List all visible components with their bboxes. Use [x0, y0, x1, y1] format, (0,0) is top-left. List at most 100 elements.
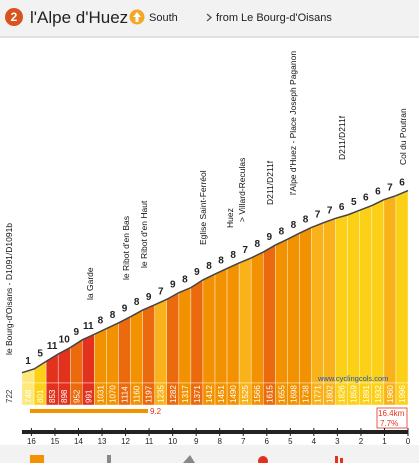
toolbar-icon[interactable]: [183, 455, 195, 463]
profile-segment: [275, 239, 288, 384]
gradient-label: 8: [291, 220, 297, 231]
km-label: 3: [335, 437, 340, 446]
km-label: 8: [217, 437, 222, 446]
toolbar-icon[interactable]: [30, 455, 44, 463]
gradient-label: 10: [59, 335, 71, 346]
km-label: 11: [145, 437, 154, 446]
profile-segment: [130, 309, 143, 384]
profile-segment: [214, 268, 228, 384]
gradient-label: 8: [279, 226, 285, 237]
gradient-label: 7: [327, 205, 333, 216]
toolbar-icon[interactable]: [335, 456, 338, 463]
altitude-label: 1996: [398, 385, 407, 403]
profile-segment: [166, 292, 180, 384]
km-label: 1: [382, 437, 387, 446]
gradient-label: 11: [83, 321, 94, 332]
km-label: 14: [74, 437, 83, 446]
place-label: Eglise Saint-Ferréol: [198, 170, 208, 245]
gradient-label: 9: [146, 292, 152, 303]
km-label: 6: [265, 437, 270, 446]
gradient-label: 7: [387, 183, 393, 194]
gradient-label: 6: [399, 178, 405, 189]
km-axis: [22, 430, 408, 434]
place-label: le Ribot d'en Haut: [139, 200, 149, 268]
altitude-label: 1490: [229, 385, 238, 403]
gradient-label: 5: [351, 197, 357, 208]
profile-segment: [118, 316, 131, 384]
toolbar: [0, 445, 419, 463]
gradient-label: 8: [218, 255, 224, 266]
gradient-label: 9: [194, 267, 200, 278]
gradient-label: 11: [47, 341, 58, 352]
altitude-label: 1698: [289, 385, 298, 403]
profile-segment: [383, 195, 397, 384]
altitude-label: 1235: [157, 385, 166, 403]
profile-segment: [82, 333, 95, 384]
altitude-label: 801: [36, 389, 45, 403]
profile-top: [21, 189, 409, 374]
profile-segment: [250, 251, 264, 384]
altitude-label: 1451: [217, 385, 226, 403]
place-label: la Garde: [85, 267, 95, 300]
altitude-label: 1160: [133, 385, 142, 403]
gradient-label: 1: [25, 356, 31, 367]
profile-segment: [359, 205, 373, 384]
gradient-label: 9: [170, 280, 176, 291]
place-label: le Ribot d'en Bas: [121, 216, 131, 280]
altitude-label: 748: [24, 389, 33, 403]
profile-segment: [263, 244, 276, 384]
km-label: 7: [241, 437, 246, 446]
side-label[interactable]: South: [149, 12, 178, 24]
place-label: le Bourg-d'Oisans - D1091/D1091b: [4, 223, 14, 355]
altitude-label: 1859: [350, 385, 359, 403]
altitude-label: 1738: [301, 385, 310, 403]
gradient-label: 8: [134, 297, 140, 308]
profile-segment: [299, 227, 312, 384]
gradient-label: 8: [98, 316, 104, 327]
altitude-label: 1615: [265, 385, 274, 403]
max-bar: [30, 409, 148, 413]
altitude-label: 952: [72, 389, 81, 403]
altitude-cell: [395, 382, 409, 406]
altitude-label: 1960: [386, 385, 395, 403]
profile-segment: [238, 257, 252, 384]
km-label: 16: [27, 437, 36, 446]
km-label: 5: [288, 437, 293, 446]
altitude-label: 898: [60, 389, 69, 403]
altitude-label: 1802: [326, 385, 335, 403]
profile-segment: [347, 209, 360, 384]
place-label: D211/D211f: [265, 160, 275, 205]
gradient-label: 8: [182, 275, 188, 286]
altitude-label: 991: [84, 389, 93, 403]
altitude-label: 1412: [205, 385, 214, 403]
toolbar-icon[interactable]: [340, 458, 343, 463]
altitude-label: 1070: [108, 385, 117, 403]
gradient-label: 6: [339, 202, 345, 213]
max-bar-label: 9.2: [150, 407, 162, 416]
place-label: Col du Poutran: [398, 108, 408, 165]
climb-number: 2: [11, 10, 18, 24]
profile-segment: [94, 328, 107, 384]
gradient-label: 7: [315, 210, 321, 221]
chevron: [206, 13, 212, 22]
altitude-label: 1826: [338, 385, 347, 403]
toolbar-icon[interactable]: [107, 455, 111, 463]
start-label[interactable]: from Le Bourg-d'Oisans: [216, 12, 332, 24]
profile-segment: [190, 279, 204, 384]
place-label: > Villard-Reculas: [237, 158, 247, 222]
profile-segment: [106, 322, 119, 384]
altitude-label: 1197: [145, 385, 154, 403]
climb-title: l'Alpe d'Huez: [30, 8, 128, 27]
altitude-label: 1371: [193, 385, 202, 403]
place-label: l'Alpe d'Huez - Place Joseph Paganon: [288, 51, 298, 195]
summary-box: [376, 407, 408, 429]
gradient-label: 8: [303, 214, 309, 225]
gradient-label: 9: [122, 304, 128, 315]
start-strip: [2, 383, 22, 405]
gradient-label: 7: [242, 245, 248, 256]
altitude-label: 1282: [169, 385, 178, 403]
altitude-label: 1114: [121, 386, 130, 403]
profile-segment: [287, 232, 300, 384]
climb-badge: [5, 8, 23, 26]
